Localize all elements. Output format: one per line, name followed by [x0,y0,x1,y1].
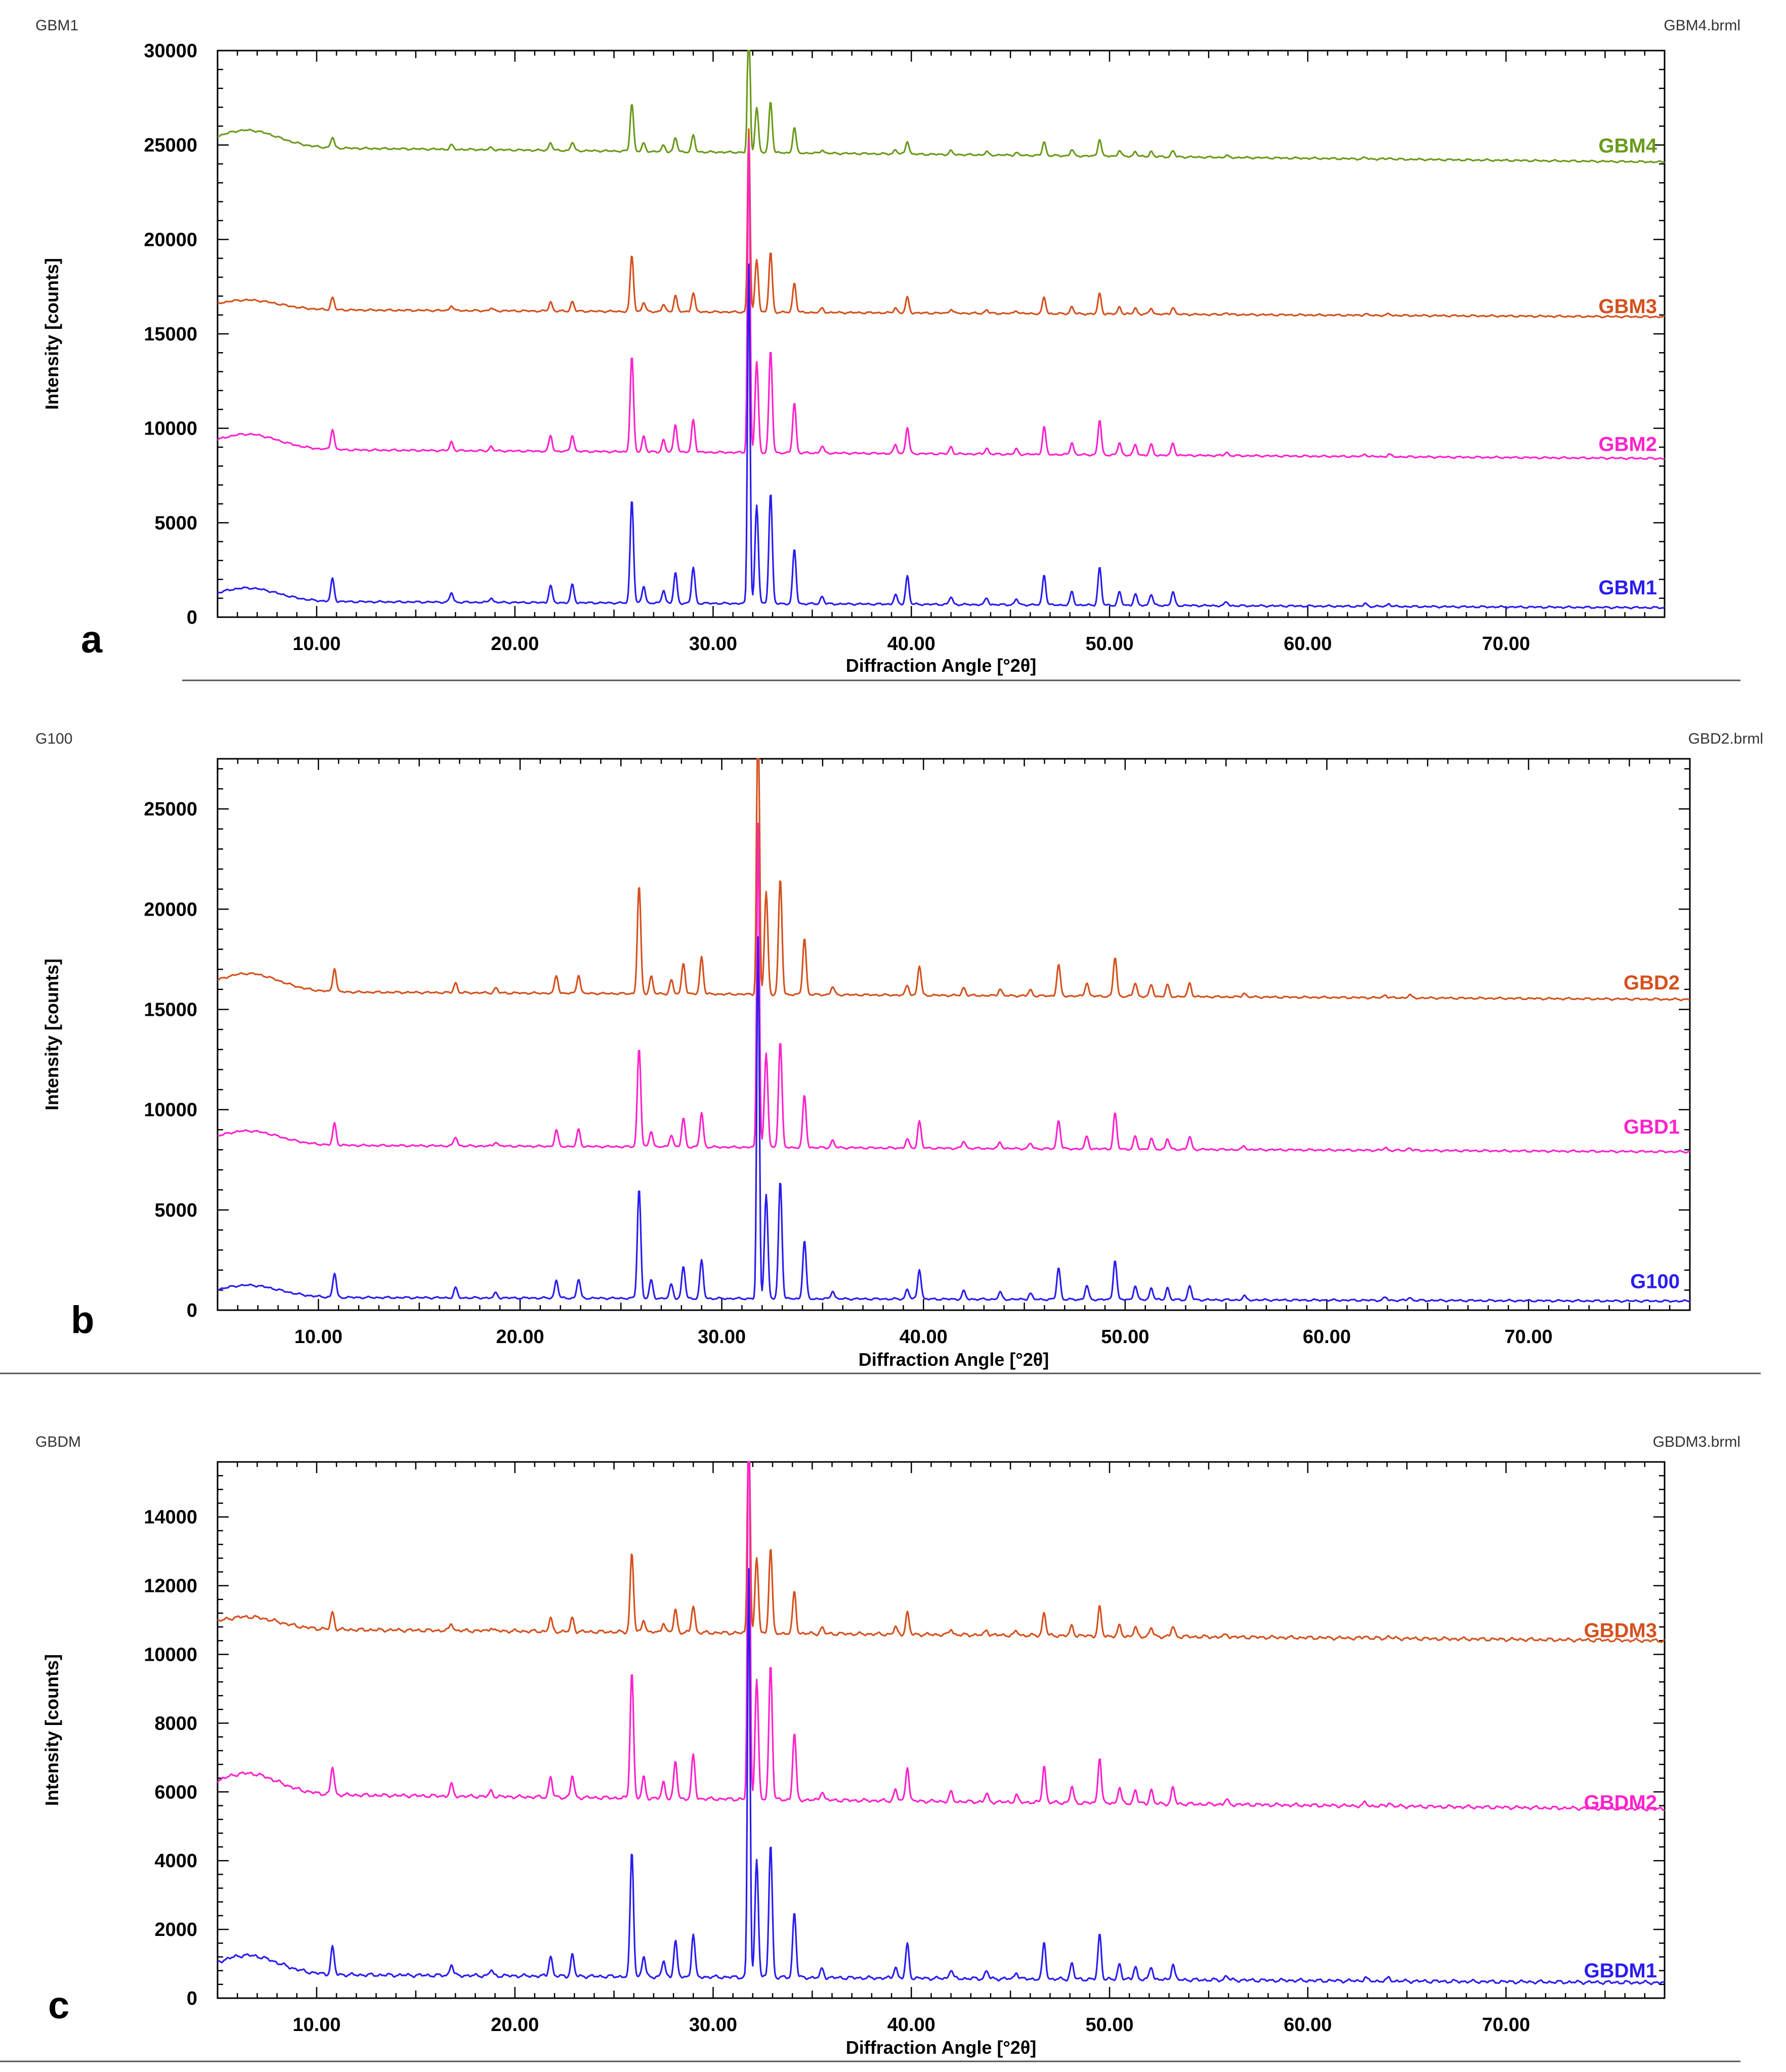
chart-panel-c: GBDM GBDM3.brml 10.00 20.00 30.00 40.00 50.00 6… [0,1434,1740,2062]
y-tick-label: 12000 [144,1576,197,1597]
series-label-gbm3: GBM3 [1598,295,1657,318]
plot-frame [217,758,1691,1311]
y-tick-label: 15000 [144,999,197,1020]
x-tick-label: 10.00 [292,2014,341,2036]
y-tick-label: 6000 [154,1782,197,1803]
series-line-gbdm2 [217,1461,1665,1811]
series-label-gbd2: GBD2 [1624,972,1680,994]
corner-label-right: GBDM3.brml [1653,1434,1740,1450]
x-tick-label: 40.00 [900,1326,948,1348]
x-tick-label: 70.00 [1482,2014,1530,2036]
corner-label-left: G100 [35,730,72,747]
x-axis-title: Diffraction Angle [°2θ] [859,1349,1049,1370]
x-axis-title: Diffraction Angle [°2θ] [846,655,1037,676]
x-tick-label: 20.00 [491,2014,539,2036]
y-axis-title: Intensity [counts] [41,1654,62,1806]
y-tick-label: 4000 [154,1850,197,1872]
series-line-gbdm3 [217,1461,1665,1643]
y-tick-label: 14000 [144,1507,197,1528]
x-tick-label: 40.00 [887,2014,935,2036]
x-tick-label: 50.00 [1085,2014,1133,2036]
y-tick-label: 15000 [144,324,197,345]
y-tick-label: 10000 [144,1645,197,1666]
y-tick-label: 0 [187,1988,197,2009]
y-tick-label: 25000 [144,135,197,156]
y-tick-label: 2000 [154,1919,197,1940]
y-tick-label: 10000 [144,1100,197,1121]
y-axis-title: Intensity [counts] [41,959,62,1110]
y-tick-label: 8000 [154,1713,197,1734]
series-label-gbm1: GBM1 [1598,577,1657,599]
series-line-gbm3 [217,128,1665,319]
y-tick-label: 0 [187,1300,197,1321]
corner-label-right: GBM4.brml [1664,17,1740,34]
series-label-g100: G100 [1630,1270,1680,1292]
x-tick-label: 70.00 [1505,1326,1553,1348]
y-tick-label: 5000 [154,512,197,534]
series-label-gbdm1: GBDM1 [1584,1960,1657,1982]
x-tick-label: 60.00 [1284,2014,1332,2036]
series-line-gbd2 [217,758,1690,1002]
panel-letter: a [81,618,103,661]
x-tick-label: 60.00 [1303,1326,1351,1348]
y-tick-label: 20000 [144,229,197,250]
x-tick-label: 60.00 [1284,633,1332,655]
series-label-gbm4: GBM4 [1598,135,1657,157]
x-tick-label: 40.00 [887,633,935,655]
corner-label-left: GBDM [35,1434,81,1450]
y-tick-label: 20000 [144,899,197,920]
x-tick-label: 30.00 [689,2014,737,2036]
series-label-gbdm3: GBDM3 [1584,1620,1657,1642]
y-axis-title: Intensity [counts] [41,258,62,410]
x-tick-label: 20.00 [496,1326,544,1348]
plot-frame [217,50,1666,618]
y-tick-label: 30000 [144,40,197,62]
x-tick-label: 10.00 [292,633,341,655]
series-line-gbm2 [217,139,1665,460]
chart-panel-b: G100 GBD2.brml 10.00 20.00 30.00 40.00 50.00 60… [0,730,1763,1374]
series-line-gbm4 [217,50,1665,164]
series-label-gbm2: GBM2 [1598,433,1657,455]
panel-letter: b [71,1299,94,1342]
x-tick-label: 20.00 [491,633,539,655]
y-tick-label: 0 [187,607,197,628]
series-line-gbdm1 [218,1568,1665,1985]
series-line-gbm1 [217,263,1665,610]
x-axis-title: Diffraction Angle [°2θ] [846,2037,1037,2058]
panel-letter: c [48,1984,69,2027]
series-line-gbd1 [217,823,1690,1154]
series-label-gbd1: GBD1 [1624,1116,1680,1138]
x-tick-label: 30.00 [698,1326,746,1348]
series-line-g100 [217,936,1690,1303]
corner-label-right: GBD2.brml [1688,730,1763,747]
y-tick-label: 5000 [154,1200,197,1221]
y-tick-label: 10000 [144,418,197,440]
plot-frame [217,1461,1666,1999]
series-label-gbdm2: GBDM2 [1584,1791,1657,1814]
x-tick-label: 70.00 [1482,633,1530,655]
corner-label-left: GBM1 [35,17,78,34]
x-tick-label: 50.00 [1101,1326,1149,1348]
x-tick-label: 30.00 [689,633,737,655]
y-tick-label: 25000 [144,799,197,820]
x-tick-label: 50.00 [1085,633,1133,655]
x-tick-label: 10.00 [294,1326,343,1348]
chart-panel-a: GBM1 GBM4.brml 10.00 20.00 30.00 40.00 50.00 60… [35,17,1740,681]
